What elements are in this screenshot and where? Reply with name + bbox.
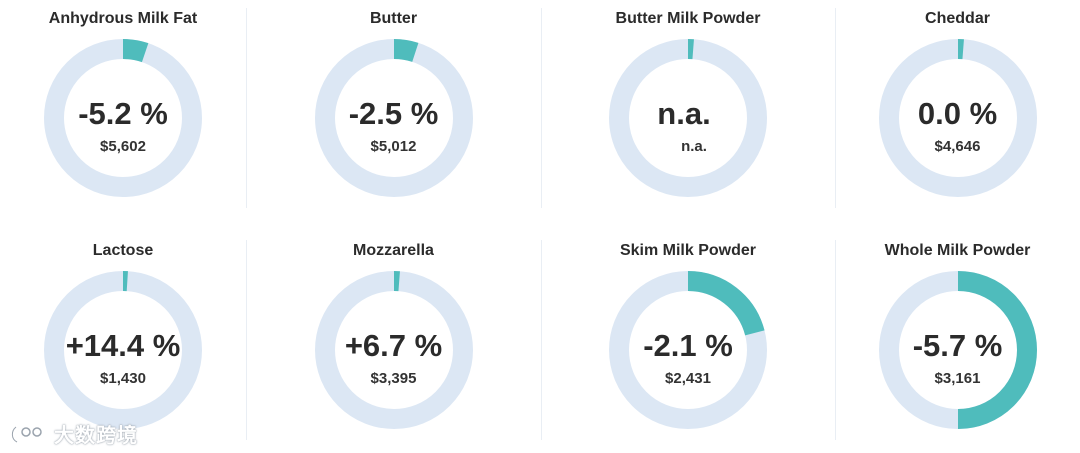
card-title: Whole Milk Powder [884, 242, 1031, 259]
price-card: Butter -2.5 % $5,012 [246, 0, 541, 232]
brand-logo-icon [10, 425, 42, 443]
donut-fill-arc [957, 271, 1037, 429]
donut-chart [314, 39, 473, 197]
donut-chart [878, 271, 1037, 429]
change-percent: +14.4 % [65, 328, 181, 363]
price-card: Lactose +14.4 % $1,430 [0, 232, 246, 453]
donut-chart [878, 39, 1037, 197]
price-value: $3,161 [934, 370, 981, 387]
donut-chart [609, 271, 767, 429]
card-title: Cheddar [925, 10, 990, 27]
price-value: $5,012 [370, 138, 417, 155]
change-percent: n.a. [657, 96, 711, 131]
donut-fill-arc [687, 271, 765, 336]
price-card: Cheddar 0.0 % $4,646 [835, 0, 1080, 232]
watermark: 大数跨境 [10, 419, 138, 448]
change-percent: -2.5 % [348, 96, 439, 131]
price-card: Butter Milk Powder n.a. n.a. [541, 0, 835, 232]
donut-chart [44, 271, 202, 429]
card-title: Butter Milk Powder [615, 10, 761, 27]
donut-fill-arc [122, 39, 149, 63]
card-title: Mozzarella [353, 242, 434, 259]
price-value: $2,431 [665, 370, 711, 387]
donut-chart [314, 271, 473, 429]
card-title: Anhydrous Milk Fat [48, 10, 198, 27]
price-value: $1,430 [100, 370, 146, 387]
change-percent: 0.0 % [917, 96, 998, 131]
card-title: Skim Milk Powder [619, 242, 757, 259]
price-value: n.a. [681, 138, 707, 155]
change-percent: -2.1 % [643, 328, 733, 363]
price-card: Anhydrous Milk Fat -5.2 % $5,602 [0, 0, 246, 232]
price-card: Mozzarella +6.7 % $3,395 [246, 232, 541, 453]
price-value: $4,646 [934, 138, 981, 155]
donut-fill-arc [393, 39, 418, 62]
price-value: $3,395 [370, 370, 417, 387]
change-percent: -5.2 % [78, 96, 168, 131]
change-percent: -5.7 % [912, 328, 1003, 363]
price-card: Whole Milk Powder -5.7 % $3,161 [835, 232, 1080, 453]
watermark-text: 大数跨境 [54, 425, 138, 447]
price-value: $5,602 [100, 138, 146, 155]
donut-chart [44, 39, 202, 197]
change-percent: +6.7 % [344, 328, 443, 363]
card-title: Lactose [92, 242, 154, 259]
card-title: Butter [369, 10, 418, 27]
donut-chart [609, 39, 767, 197]
price-card: Skim Milk Powder -2.1 % $2,431 [541, 232, 835, 453]
